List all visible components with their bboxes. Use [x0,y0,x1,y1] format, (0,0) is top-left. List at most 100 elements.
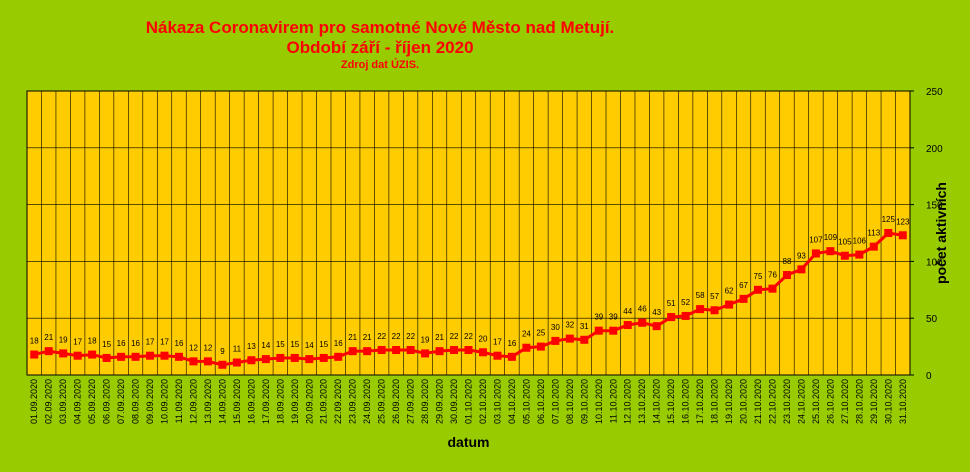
data-point [435,347,444,356]
x-tick-label: 20.09.2020 [304,379,314,424]
x-tick-label: 08.10.2020 [565,379,575,424]
x-tick-label: 26.09.2020 [391,379,401,424]
data-point [464,346,473,355]
data-point [696,305,705,314]
x-tick-label: 09.10.2020 [579,379,589,424]
x-axis-title: datum [448,434,490,450]
y-tick-label: 50 [926,314,938,325]
data-point [146,351,155,360]
x-tick-label: 19.10.2020 [724,379,734,424]
x-tick-label: 11.09.2020 [174,379,184,423]
data-label: 22 [464,332,473,341]
data-label: 76 [768,271,777,280]
data-point [667,313,676,322]
data-label: 15 [276,340,285,349]
data-point [811,249,820,258]
x-tick-label: 28.10.2020 [854,379,864,424]
plot-area [26,90,911,376]
data-point [305,355,314,364]
data-label: 15 [290,340,299,349]
data-point [768,284,777,293]
x-tick-label: 27.10.2020 [840,379,850,424]
data-label: 32 [565,321,574,330]
x-tick-label: 16.09.2020 [246,379,256,424]
x-tick-label: 30.10.2020 [883,379,893,424]
data-point [377,346,386,355]
data-label: 24 [522,330,531,339]
data-label: 58 [696,291,705,300]
x-tick-label: 31.10.2020 [898,379,908,424]
x-tick-label: 12.10.2020 [623,379,633,424]
data-point [131,352,140,361]
data-point [536,342,545,351]
x-tick-label: 27.09.2020 [406,379,416,424]
data-point [218,360,227,369]
data-label: 15 [319,340,328,349]
data-point [580,335,589,344]
data-label: 14 [261,341,270,350]
data-label: 88 [783,257,792,266]
x-tick-label: 21.09.2020 [319,379,329,424]
data-point [30,350,39,359]
data-label: 107 [809,235,823,244]
x-tick-label: 18.09.2020 [275,379,285,424]
data-point [73,351,82,360]
y-tick-label: 200 [926,144,943,155]
x-tick-label: 29.09.2020 [435,379,445,424]
data-point [59,349,68,358]
data-point [334,352,343,361]
data-point [725,300,734,309]
data-label: 12 [203,343,212,352]
data-label: 22 [406,332,415,341]
chart-subtitle: Období září - říjen 2020 [286,38,474,57]
data-label: 18 [30,337,39,346]
x-tick-label: 13.09.2020 [203,379,213,424]
data-point [898,231,907,240]
x-tick-label: 21.10.2020 [753,379,763,424]
data-point [189,357,198,366]
series-markers [30,229,907,369]
data-point [117,352,126,361]
data-label: 13 [247,342,256,351]
data-point [826,247,835,256]
data-point [392,346,401,355]
data-point [638,318,647,327]
data-label: 21 [44,333,53,342]
data-point [478,348,487,357]
data-point [884,229,893,237]
x-tick-label: 23.09.2020 [348,379,358,424]
data-point [565,334,574,343]
x-tick-label: 10.10.2020 [594,379,604,424]
data-point [652,322,661,331]
data-label: 14 [305,341,314,350]
data-label: 30 [551,323,560,332]
x-tick-label: 11.10.2020 [608,379,618,423]
y-axis-ticks: 0 50 100 150 200 250 [910,87,943,382]
data-point [160,351,169,360]
data-label: 93 [797,251,806,260]
data-label: 52 [681,298,690,307]
data-point [348,347,357,356]
data-label: 17 [493,338,502,347]
x-tick-label: 08.09.2020 [131,379,141,424]
data-labels: 18 21 19 17 18 15 16 16 17 17 16 12 12 9 11 13 14 15 15 14 1… [30,215,910,356]
data-point [421,349,430,358]
data-point [319,353,328,362]
data-label: 123 [896,217,910,226]
data-label: 9 [220,347,225,356]
data-label: 25 [536,329,545,338]
data-point [869,242,878,251]
data-label: 62 [725,287,734,296]
data-point [840,251,849,260]
data-label: 22 [377,332,386,341]
data-point [493,351,502,360]
data-point [261,355,270,364]
x-tick-label: 23.10.2020 [782,379,792,424]
data-point [507,352,516,361]
y-axis-title: počet aktivních [933,182,949,284]
x-tick-label: 28.09.2020 [420,379,430,424]
data-label: 20 [479,334,488,343]
x-tick-label: 03.09.2020 [58,379,68,424]
data-label: 16 [507,339,516,348]
